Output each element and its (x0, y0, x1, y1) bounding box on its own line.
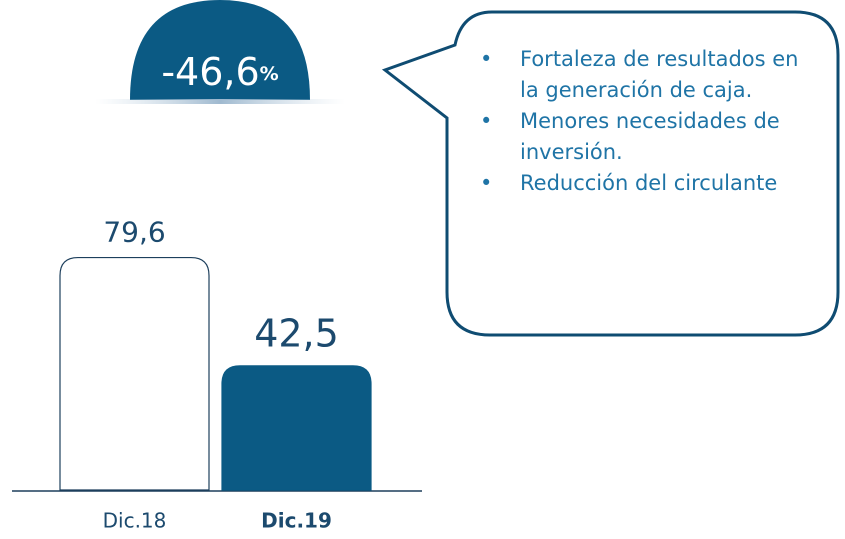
bar (221, 365, 372, 491)
badge (130, 0, 310, 100)
notes: Fortaleza de resultados en la generación… (480, 44, 810, 199)
note: Reducción del circulante (480, 168, 810, 199)
badge-value: -46,6 (161, 50, 259, 94)
note: Menores necesidades de inversión. (480, 106, 810, 168)
value-label: 79,6 (103, 216, 165, 249)
x-tick-label: Dic.18 (103, 509, 167, 533)
badge-text: -46,6% (161, 50, 278, 94)
badge-base (95, 99, 345, 104)
bar (59, 256, 210, 491)
x-tick-label: Dic.19 (261, 509, 332, 533)
badge-unit: % (260, 63, 279, 85)
value-label: 42,5 (254, 311, 339, 355)
note: Fortaleza de resultados en la generación… (480, 44, 810, 106)
